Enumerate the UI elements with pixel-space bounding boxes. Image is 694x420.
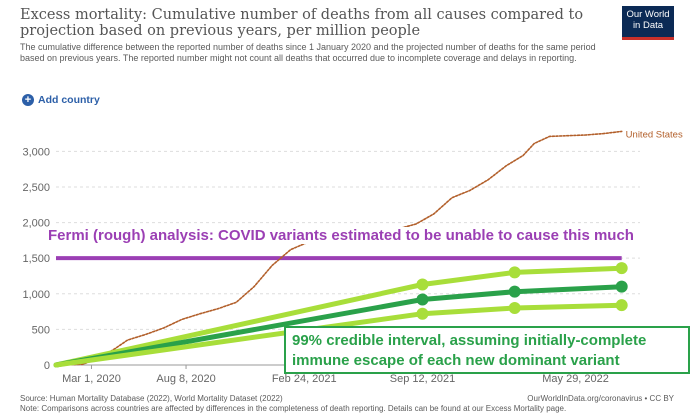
add-country-label: Add country	[38, 94, 100, 106]
legend-label-united-states: United States	[626, 129, 683, 140]
y-tick-label: 3,000	[22, 146, 50, 158]
x-tick-label: May 29, 2022	[542, 373, 609, 385]
y-tick-label: 1,000	[22, 289, 50, 301]
credible-interval-annotation: 99% credible interval, assuming initiall…	[284, 326, 690, 374]
y-tick-label: 2,000	[22, 218, 50, 230]
series-point	[508, 285, 521, 298]
series-point	[615, 299, 628, 312]
fermi-annotation: Fermi (rough) analysis: COVID variants e…	[48, 227, 634, 244]
x-tick-label: Feb 24, 2021	[272, 373, 337, 385]
owid-logo[interactable]: Our World in Data	[622, 6, 674, 40]
series-line-3	[53, 302, 625, 368]
series-point	[508, 302, 521, 315]
logo-bar	[622, 37, 674, 40]
series-line-2	[53, 284, 625, 368]
x-tick-label: Mar 1, 2020	[62, 373, 121, 385]
series-point	[615, 280, 628, 293]
logo-line-2: in Data	[632, 20, 664, 31]
chart-subtitle: The cumulative difference between the re…	[20, 42, 596, 63]
series-point	[615, 262, 628, 275]
series-point	[416, 293, 429, 306]
interval-line-2: immune escape of each new dominant varia…	[292, 352, 620, 369]
series-line-1	[53, 265, 625, 368]
y-tick-label: 2,500	[22, 182, 50, 194]
add-country-button[interactable]: + Add country	[22, 94, 100, 106]
chart-title: Excess mortality: Cumulative number of d…	[20, 7, 584, 39]
interval-line-1: 99% credible interval, assuming initiall…	[292, 332, 647, 349]
series-point	[508, 266, 521, 279]
series-point	[416, 307, 429, 320]
x-tick-label: Aug 8, 2020	[156, 373, 215, 385]
source-url-link[interactable]: OurWorldInData.org/coronavirus • CC BY	[527, 394, 674, 403]
y-tick-label: 500	[32, 324, 50, 336]
series-point	[416, 278, 429, 291]
note-text: Note: Comparisons across countries are a…	[20, 404, 567, 413]
y-tick-label: 1,500	[22, 253, 50, 265]
y-tick-label: 0	[44, 360, 50, 372]
logo-line-1: Our World	[626, 9, 670, 20]
plus-icon: +	[22, 94, 34, 106]
source-text: Source: Human Mortality Database (2022),…	[20, 394, 283, 403]
x-tick-label: Sep 12, 2021	[390, 373, 455, 385]
